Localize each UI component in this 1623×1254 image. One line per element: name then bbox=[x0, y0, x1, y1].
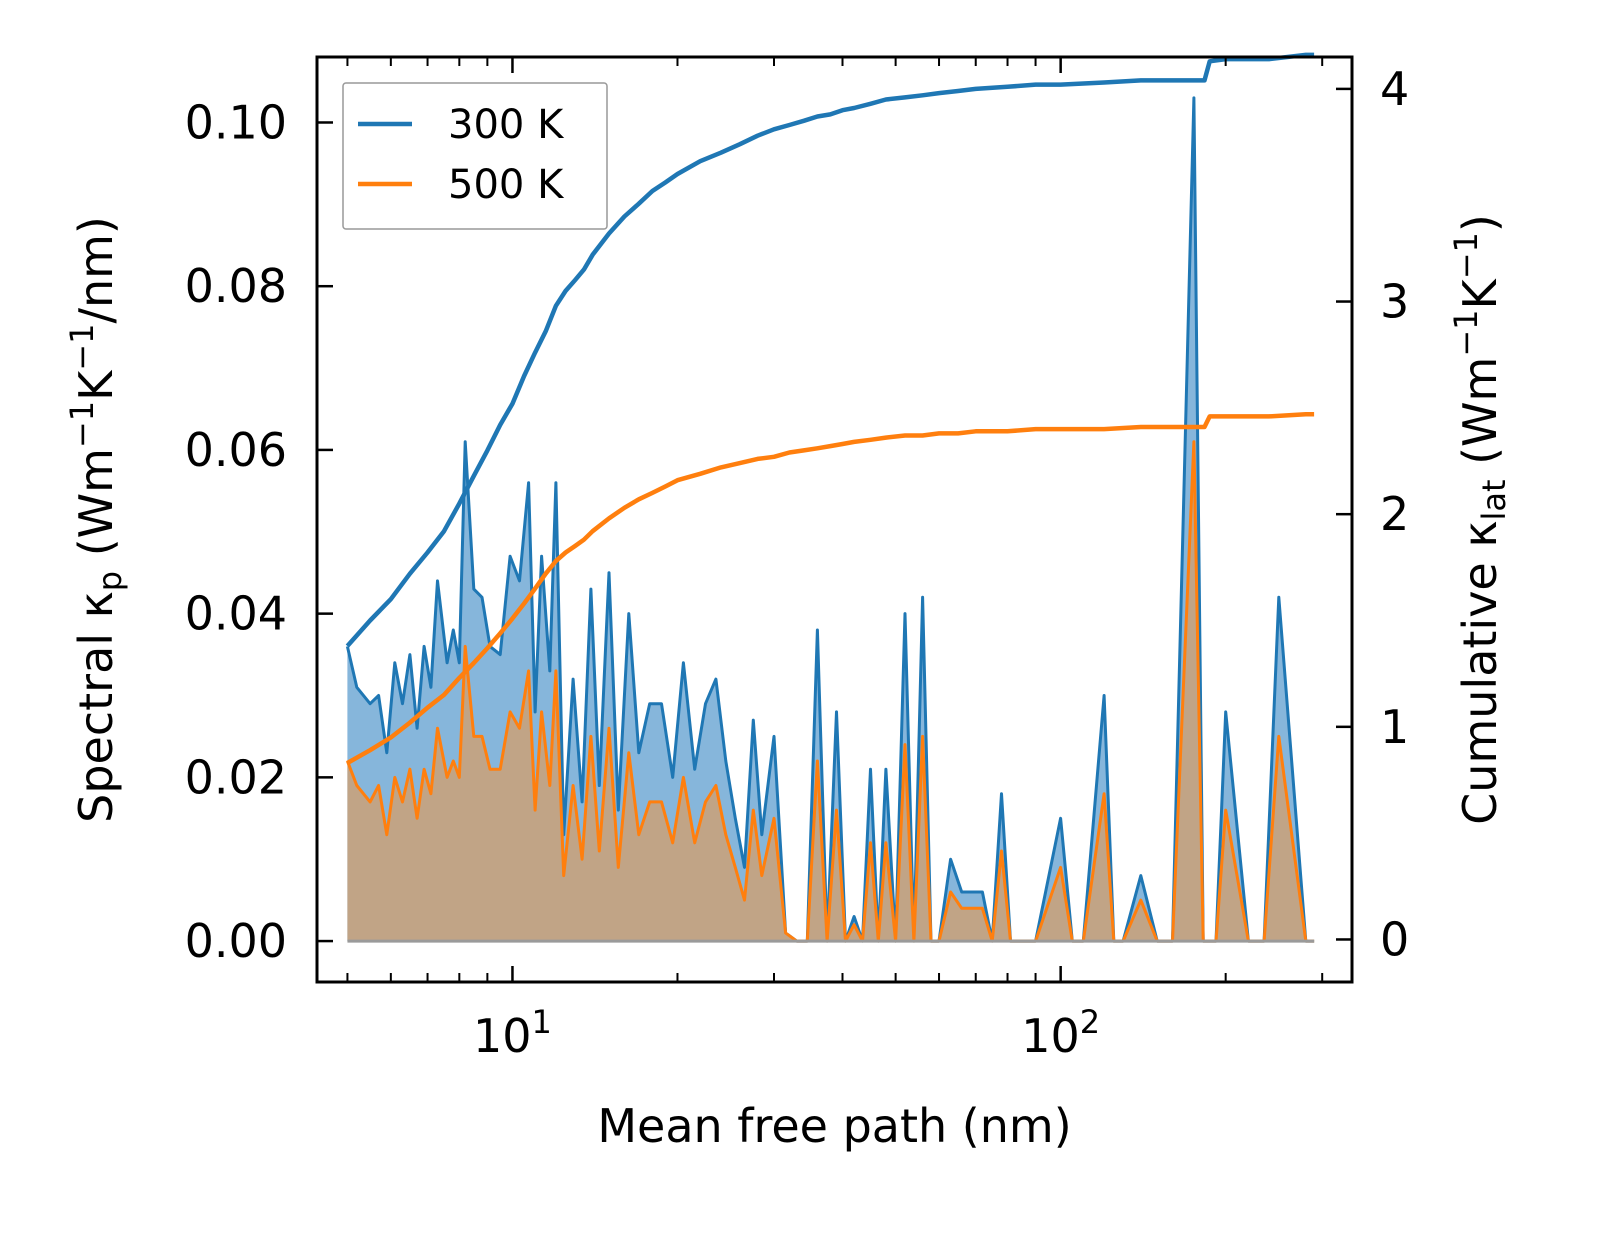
x-tick-label-exp: 2 bbox=[1080, 1003, 1100, 1041]
y-right-tick-label: 4 bbox=[1380, 62, 1409, 116]
y-right-title-part: ) bbox=[1453, 214, 1507, 232]
spectral-area-300k bbox=[347, 97, 1315, 942]
y-right-tick-label: 1 bbox=[1380, 700, 1409, 754]
y-left-title-sup: −1 bbox=[63, 401, 101, 448]
legend-label-500k: 500 K bbox=[448, 162, 565, 208]
cumulative-line-500k bbox=[346, 411, 1315, 765]
y-right-tick-label: 2 bbox=[1380, 487, 1409, 541]
plot-frame bbox=[315, 55, 1354, 984]
legend-box bbox=[342, 82, 608, 230]
y-left-title-sub: p bbox=[91, 571, 129, 591]
x-tick-label: 102 bbox=[1021, 1003, 1100, 1063]
cumulative-line-300k bbox=[345, 52, 1315, 648]
x-tick-label-exp: 1 bbox=[532, 1003, 552, 1041]
y-right-tick-label: 0 bbox=[1380, 912, 1409, 966]
y-left-tick-label: 0.04 bbox=[185, 587, 287, 641]
y-right-tick-label: 3 bbox=[1380, 275, 1409, 329]
y-right-title-part: K bbox=[1453, 277, 1507, 309]
y-left-title-part: /nm) bbox=[69, 216, 123, 323]
y-left-title-sup: −1 bbox=[63, 324, 101, 371]
y-right-title-sup: −1 bbox=[1447, 232, 1485, 279]
y-left-title-part: K bbox=[69, 369, 123, 401]
x-tick-label: 101 bbox=[473, 1003, 552, 1063]
x-tick-label-base: 10 bbox=[1021, 1009, 1080, 1063]
spectral-area-500k bbox=[347, 441, 1315, 942]
y-right-title-part: Cumulative κ bbox=[1453, 521, 1507, 825]
y-left-tick-label: 0.10 bbox=[185, 95, 287, 149]
y-right-title-part: (Wm bbox=[1453, 357, 1507, 480]
x-axis-title: Mean free path (nm) bbox=[597, 1099, 1071, 1153]
y-axis-right-title: Cumulative κlat (Wm−1K−1) bbox=[1447, 214, 1513, 825]
legend-label-300k: 300 K bbox=[448, 102, 565, 148]
y-left-tick-label: 0.00 bbox=[185, 914, 287, 968]
plot-area bbox=[345, 52, 1315, 943]
y-left-tick-label: 0.02 bbox=[185, 750, 287, 804]
x-tick-label-base: 10 bbox=[473, 1009, 532, 1063]
y-left-tick-label: 0.06 bbox=[185, 423, 287, 477]
y-left-tick-label: 0.08 bbox=[185, 259, 287, 313]
legend: 300 K 500 K bbox=[342, 82, 608, 230]
y-left-title-part: (Wm bbox=[69, 448, 123, 571]
y-left-title-part: Spectral κ bbox=[69, 591, 123, 823]
y-right-title-sup: −1 bbox=[1447, 309, 1485, 356]
y-axis-left-title: Spectral κp (Wm−1K−1/nm) bbox=[63, 216, 129, 823]
y-right-title-sub: lat bbox=[1475, 480, 1513, 521]
